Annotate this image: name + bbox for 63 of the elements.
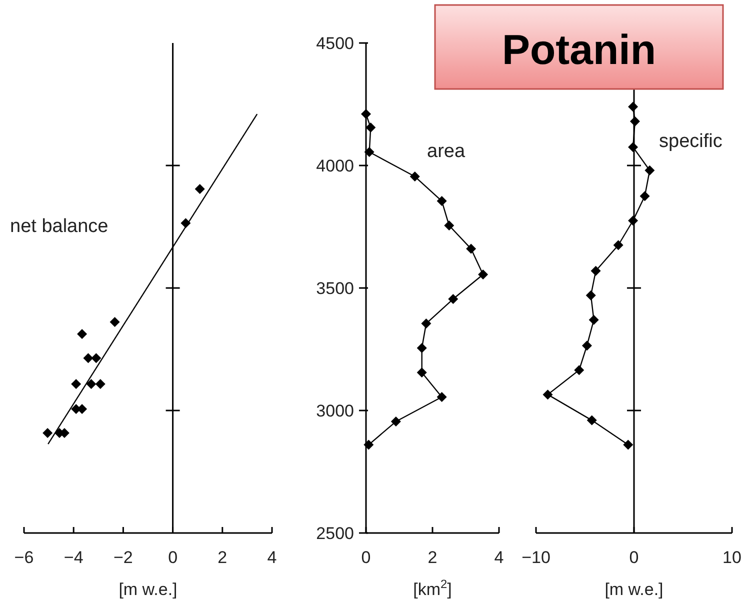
point bbox=[623, 440, 634, 450]
point bbox=[42, 428, 53, 438]
x-tick-label: 2 bbox=[428, 548, 438, 567]
annotation: Potanin bbox=[502, 26, 656, 73]
x-tick-label: 0 bbox=[629, 548, 639, 567]
text: specific bbox=[659, 131, 722, 152]
point bbox=[613, 240, 624, 250]
point bbox=[421, 318, 432, 329]
x-axis-title: [km$^{2}$] bbox=[413, 577, 452, 599]
x-axis-title: [m w.e.] bbox=[604, 580, 664, 599]
point bbox=[436, 196, 447, 206]
x-tick-label: 4 bbox=[494, 548, 504, 567]
point bbox=[436, 392, 447, 402]
y-tick-label: 2500 bbox=[316, 524, 354, 543]
y-tick-label: 4000 bbox=[316, 156, 354, 176]
point bbox=[410, 172, 420, 182]
text: area bbox=[427, 141, 466, 162]
point bbox=[574, 365, 584, 376]
point bbox=[390, 416, 401, 427]
point bbox=[448, 294, 458, 304]
point bbox=[542, 390, 553, 400]
point bbox=[194, 184, 205, 194]
y-tick-label: 3000 bbox=[316, 402, 354, 420]
x-tick-label: 0 bbox=[168, 548, 178, 567]
point bbox=[416, 368, 427, 378]
point bbox=[640, 191, 650, 202]
point bbox=[77, 329, 88, 340]
point bbox=[628, 102, 638, 112]
point bbox=[71, 379, 82, 390]
point bbox=[586, 415, 597, 426]
y-tick-label: 4500 bbox=[316, 34, 354, 53]
point bbox=[364, 147, 374, 158]
point bbox=[628, 142, 638, 152]
point bbox=[83, 353, 94, 364]
point bbox=[590, 266, 601, 276]
x-tick-label: −10 bbox=[522, 548, 550, 567]
point bbox=[416, 343, 427, 354]
point bbox=[478, 270, 488, 280]
point bbox=[364, 440, 374, 450]
point bbox=[630, 116, 640, 126]
point bbox=[95, 379, 106, 390]
x-tick-label: 10 bbox=[722, 548, 742, 567]
point bbox=[91, 353, 102, 364]
point bbox=[628, 216, 638, 226]
point bbox=[582, 340, 592, 351]
point bbox=[110, 317, 120, 328]
point bbox=[588, 314, 599, 325]
point bbox=[466, 244, 476, 254]
point bbox=[444, 220, 454, 231]
x-tick-label: 4 bbox=[267, 548, 277, 567]
point bbox=[644, 165, 655, 176]
text: net balance bbox=[10, 216, 108, 237]
y-tick-label: 3500 bbox=[316, 279, 354, 298]
x-axis-title: [m w.e.] bbox=[118, 580, 178, 599]
x-tick-label: 0 bbox=[361, 548, 371, 567]
x-tick-label: 2 bbox=[218, 548, 228, 567]
x-tick-label: −2 bbox=[114, 548, 133, 567]
point bbox=[586, 290, 596, 300]
point bbox=[361, 109, 371, 120]
point bbox=[86, 379, 96, 390]
point bbox=[366, 122, 376, 133]
x-tick-label: −6 bbox=[14, 548, 34, 567]
x-tick-label: −4 bbox=[64, 548, 84, 567]
